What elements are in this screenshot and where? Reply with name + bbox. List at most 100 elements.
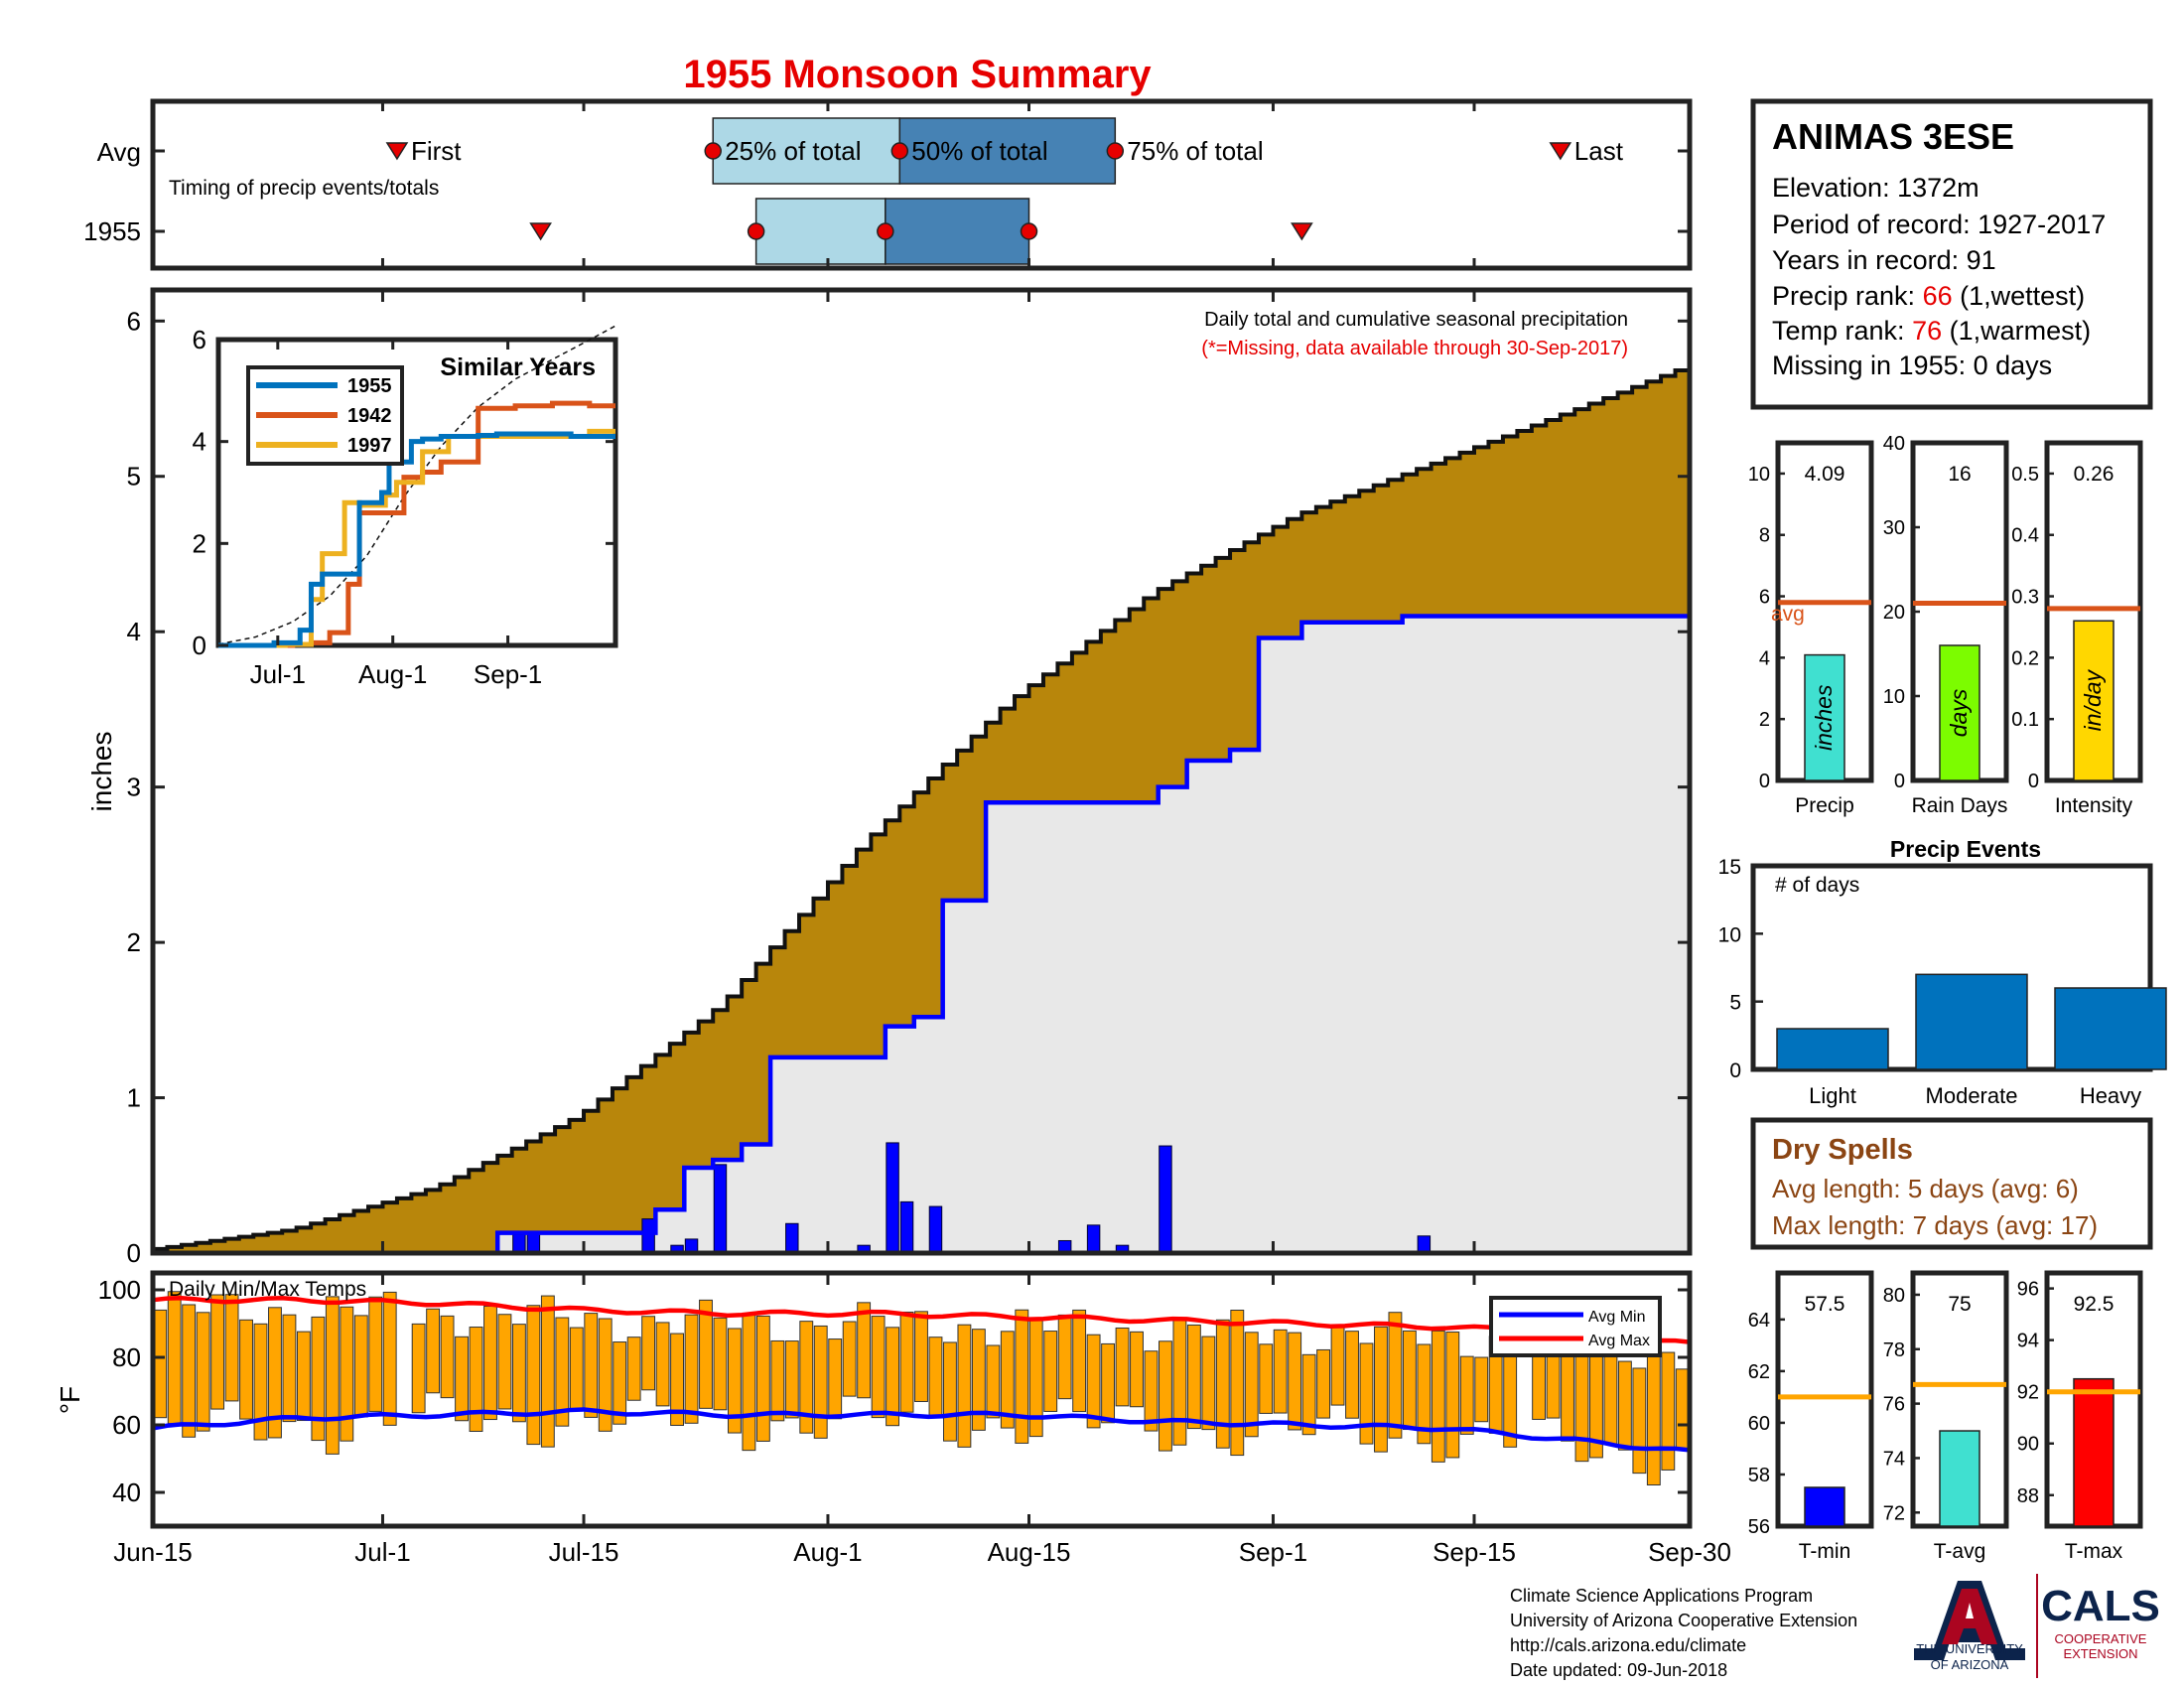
timing-triangle-last [1291,222,1313,241]
small-panel-tick-label: 56 [1748,1516,1770,1538]
cals-logo[interactable]: CALS COOPERATIVE EXTENSION [2041,1582,2160,1661]
timing-box-25-50 [712,117,901,185]
daily-temp-bar [368,1296,383,1412]
daily-temp-bar [268,1307,282,1439]
date-label: Jul-1 [354,1537,410,1567]
small-panel-tick-label: 64 [1748,1310,1770,1332]
daily-temp-bar [411,1323,426,1414]
small-panel-unit: days [1946,688,1972,737]
university-of-arizona-logo[interactable]: THE UNIVERSITY OF ARIZONA [1914,1581,2025,1672]
timing-triangle-first [529,222,552,241]
precip-event-bar-heavy [2054,987,2167,1070]
timing-label-50: 50% of total [911,136,1047,166]
small-panel-tick-label: 78 [1883,1339,1905,1361]
legend-label-1997: 1997 [347,435,392,457]
daily-precip-bar [1417,1235,1432,1254]
precip-event-label: Heavy [2080,1083,2141,1108]
daily-temp-bar [755,1315,770,1442]
daily-temp-bar [641,1316,656,1391]
temp-title: Daily Min/Max Temps [169,1278,366,1301]
daily-temp-bar [469,1327,483,1433]
daily-temp-bar [1244,1332,1259,1438]
daily-temp-bar [1015,1309,1029,1444]
small-panel-tick-label: 90 [2017,1434,2039,1456]
daily-temp-bar [886,1327,899,1427]
small-panel-frame [1775,1270,1874,1529]
timing-marker-p50 [877,222,894,240]
inset-y-tick-label: 2 [193,528,206,558]
daily-temp-bar [426,1308,441,1394]
daily-temp-bar [1130,1331,1144,1408]
daily-precip-bar [928,1205,943,1254]
small-panel-tick-label: 20 [1883,602,1905,624]
daily-temp-bar [239,1319,253,1420]
timing-marker-p75 [1106,142,1125,160]
small-panel-tick-label: 80 [1883,1285,1905,1307]
precip-events-panel: Precip Events # of days 0 5 10 15 Light Moder… [1718,836,2167,1108]
temp-y-tick-label: 80 [112,1342,141,1372]
events-y-tick-label: 5 [1729,992,1741,1015]
inset-legend: 1955 1942 1997 [246,365,404,466]
temp-y-tick-label: 100 [98,1275,141,1305]
station-info-box: ANIMAS 3ESE Elevation: 1372m Period of r… [1750,98,2153,410]
small-panel-tick-label: 0.4 [2011,525,2039,547]
daily-temp-bar [598,1318,613,1432]
cals-line1: COOPERATIVE [2055,1631,2147,1646]
daily-temp-bar [842,1321,857,1397]
daily-temp-bar [1646,1349,1661,1485]
daily-temp-bar [511,1324,526,1423]
daily-temp-bar [957,1324,972,1448]
station-temp-rank: Temp rank: 76 (1,warmest) [1772,316,2091,346]
daily-temp-bar [455,1336,469,1422]
small-panel-bar-t-min [1804,1486,1845,1527]
daily-temp-bar [153,1309,168,1419]
dry-spells-max: Max length: 7 days (avg: 17) [1772,1210,2098,1240]
timing-marker-p25 [704,142,722,160]
precip-event-bar-moderate [1915,973,2028,1070]
timing-label-75: 75% of total [1127,136,1263,166]
daily-temp-bar [742,1313,756,1452]
precip-avg-label: avg [1771,603,1805,626]
daily-temp-bar [1388,1312,1403,1439]
daily-temp-bar [224,1294,239,1402]
small-panel-category: T-avg [1934,1540,1986,1563]
daily-temp-bar [253,1323,268,1441]
daily-temp-bar [813,1325,828,1439]
small-panel-bar-t-avg [1939,1430,1980,1527]
timing-marker-p75 [1020,222,1038,240]
daily-temp-bar [899,1311,914,1413]
daily-temp-bar [943,1341,957,1442]
daily-temp-bar [770,1339,785,1422]
daily-temp-bar [196,1312,210,1432]
daily-temp-bar [311,1316,326,1442]
small-panel-value: 16 [1948,463,1971,486]
timing-label-25: 25% of total [725,136,861,166]
similar-years-inset: 0 2 4 6 Jul-1 Aug-1 Sep-1 Similar Years 1955 1… [193,325,618,689]
daily-precip-bar [886,1142,899,1254]
legend-label-1942: 1942 [347,405,392,427]
daily-temp-bar [440,1315,455,1399]
daily-temp-bar [784,1340,799,1419]
daily-temp-bar [483,1306,497,1421]
timing-panel: Avg 1955 Timing of precip events/totals … [83,98,1693,271]
small-panel-tick-label: 10 [1748,464,1770,486]
precip-event-bar-light [1776,1028,1889,1070]
daily-temp-bar [1301,1353,1316,1436]
avg-max-line [152,1295,1691,1344]
footer: Climate Science Applications Program Uni… [1510,1586,1857,1680]
main-plot [153,368,1690,1256]
daily-temp-bar [626,1336,641,1401]
small-panel-category: T-max [2065,1540,2123,1563]
daily-temp-bar [210,1294,225,1410]
small-panel-value: 57.5 [1805,1293,1845,1316]
daily-temp-bar [1186,1324,1201,1430]
daily-temp-bar [1273,1329,1288,1414]
small-panel-value: 92.5 [2074,1293,2115,1316]
daily-temp-bar [1431,1330,1445,1463]
daily-temp-bar [1359,1342,1374,1445]
small-panel-bar-intensity [2073,620,2115,781]
station-precip-rank: Precip rank: 66 (1,wettest) [1772,281,2085,311]
small-panel-bar-precip [1804,653,1845,781]
events-y-tick-label: 15 [1718,856,1741,879]
date-label: Sep-1 [1239,1537,1307,1567]
